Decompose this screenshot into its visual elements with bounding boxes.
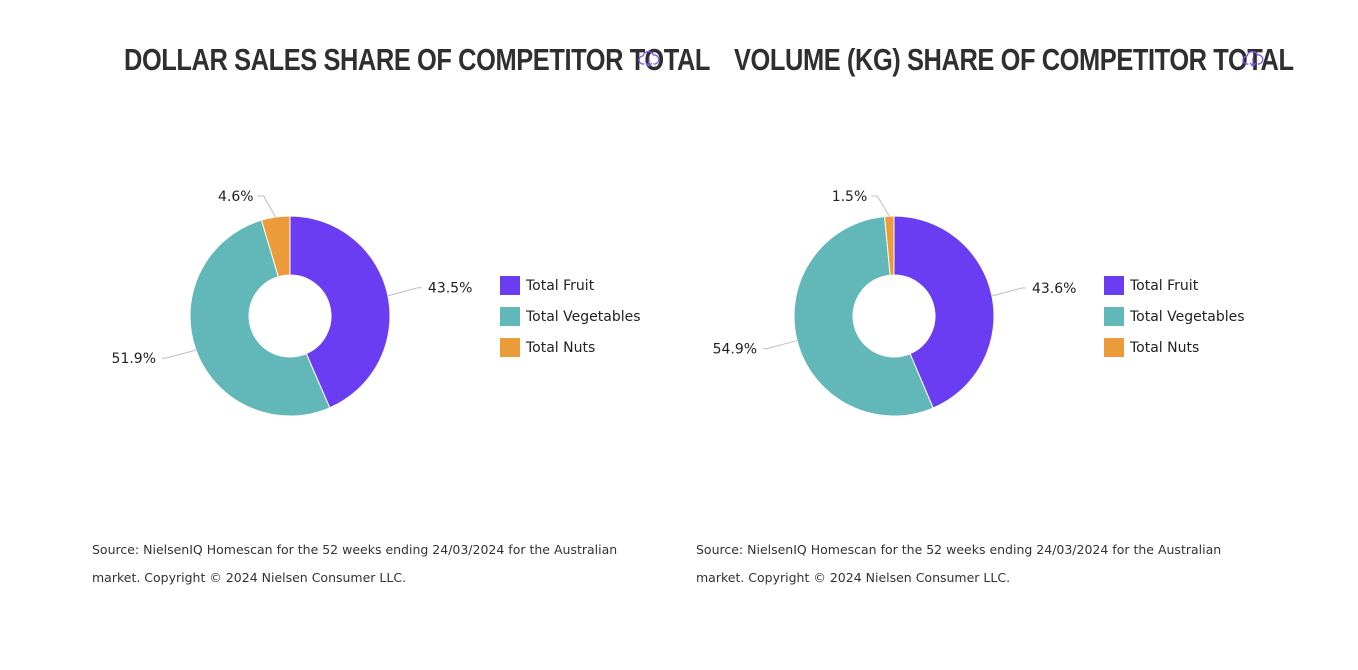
source-note: Source: NielsenIQ Homescan for the 52 we… bbox=[696, 542, 1222, 585]
legend-swatch bbox=[1104, 307, 1124, 326]
data-label: 43.5% bbox=[428, 281, 472, 297]
legend-swatch bbox=[1104, 276, 1124, 295]
legend-swatch bbox=[1104, 338, 1124, 357]
donut-slice-total-fruit[interactable] bbox=[289, 215, 391, 409]
data-label: 4.6% bbox=[218, 189, 254, 205]
legend-item-total-fruit[interactable]: Total Fruit bbox=[500, 276, 595, 295]
donut-slice-total-fruit[interactable] bbox=[893, 215, 995, 409]
legend-label: Total Nuts bbox=[525, 340, 595, 356]
legend-item-total-vegetables[interactable]: Total Vegetables bbox=[1104, 307, 1245, 326]
chart-panel-volume: VOLUME (KG) SHARE OF COMPETITOR TOTAL 43… bbox=[604, 0, 1294, 670]
legend-label: Total Vegetables bbox=[1129, 309, 1245, 325]
legend-swatch bbox=[500, 276, 520, 295]
legend-swatch bbox=[500, 338, 520, 357]
data-label-connector bbox=[763, 340, 798, 350]
donut-chart-dollar-sales: 43.5% 51.9% 4.6% Total Fruit Total Vegetable… bbox=[112, 189, 641, 417]
data-label-connector bbox=[162, 349, 197, 359]
donut-slice-total-vegetables[interactable] bbox=[793, 215, 934, 417]
data-label: 54.9% bbox=[713, 342, 757, 358]
legend-label: Total Fruit bbox=[1129, 278, 1199, 294]
data-label: 1.5% bbox=[832, 189, 868, 205]
chart-panel-dollar-sales: DOLLAR SALES SHARE OF COMPETITOR TOTAL 4… bbox=[92, 42, 710, 585]
chart-title-row: VOLUME (KG) SHARE OF COMPETITOR TOTAL bbox=[734, 38, 1358, 82]
legend-label: Total Vegetables bbox=[525, 309, 641, 325]
source-note: Source: NielsenIQ Homescan for the 52 we… bbox=[92, 542, 618, 585]
donut-slice-total-nuts[interactable] bbox=[260, 215, 291, 278]
chart-title: VOLUME (KG) SHARE OF COMPETITOR TOTAL bbox=[734, 42, 1294, 77]
legend-item-total-nuts[interactable]: Total Nuts bbox=[500, 338, 595, 357]
cloud-download-icon[interactable] bbox=[1242, 49, 1264, 69]
legend-item-total-nuts[interactable]: Total Nuts bbox=[1104, 338, 1199, 357]
data-label-connector bbox=[257, 195, 277, 218]
legend-label: Total Fruit bbox=[525, 278, 595, 294]
legend-label: Total Nuts bbox=[1129, 340, 1199, 356]
legend-item-total-fruit[interactable]: Total Fruit bbox=[1104, 276, 1199, 295]
cloud-download-icon[interactable] bbox=[638, 49, 660, 69]
chart-title: DOLLAR SALES SHARE OF COMPETITOR TOTAL bbox=[124, 42, 711, 77]
donut-slice-total-vegetables[interactable] bbox=[189, 219, 331, 417]
data-label-connector bbox=[387, 287, 422, 297]
data-label-connector bbox=[991, 287, 1026, 297]
legend-item-total-vegetables[interactable]: Total Vegetables bbox=[500, 307, 641, 326]
data-label-connector bbox=[871, 195, 890, 217]
data-label: 43.6% bbox=[1032, 281, 1076, 297]
legend-swatch bbox=[500, 307, 520, 326]
donut-chart-volume: 43.6% 54.9% 1.5% Total Fruit Total Vegetable… bbox=[713, 189, 1245, 417]
donut-slice-total-nuts[interactable] bbox=[884, 215, 895, 276]
data-label: 51.9% bbox=[112, 351, 156, 367]
chart-title-row: DOLLAR SALES SHARE OF COMPETITOR TOTAL bbox=[124, 38, 839, 82]
